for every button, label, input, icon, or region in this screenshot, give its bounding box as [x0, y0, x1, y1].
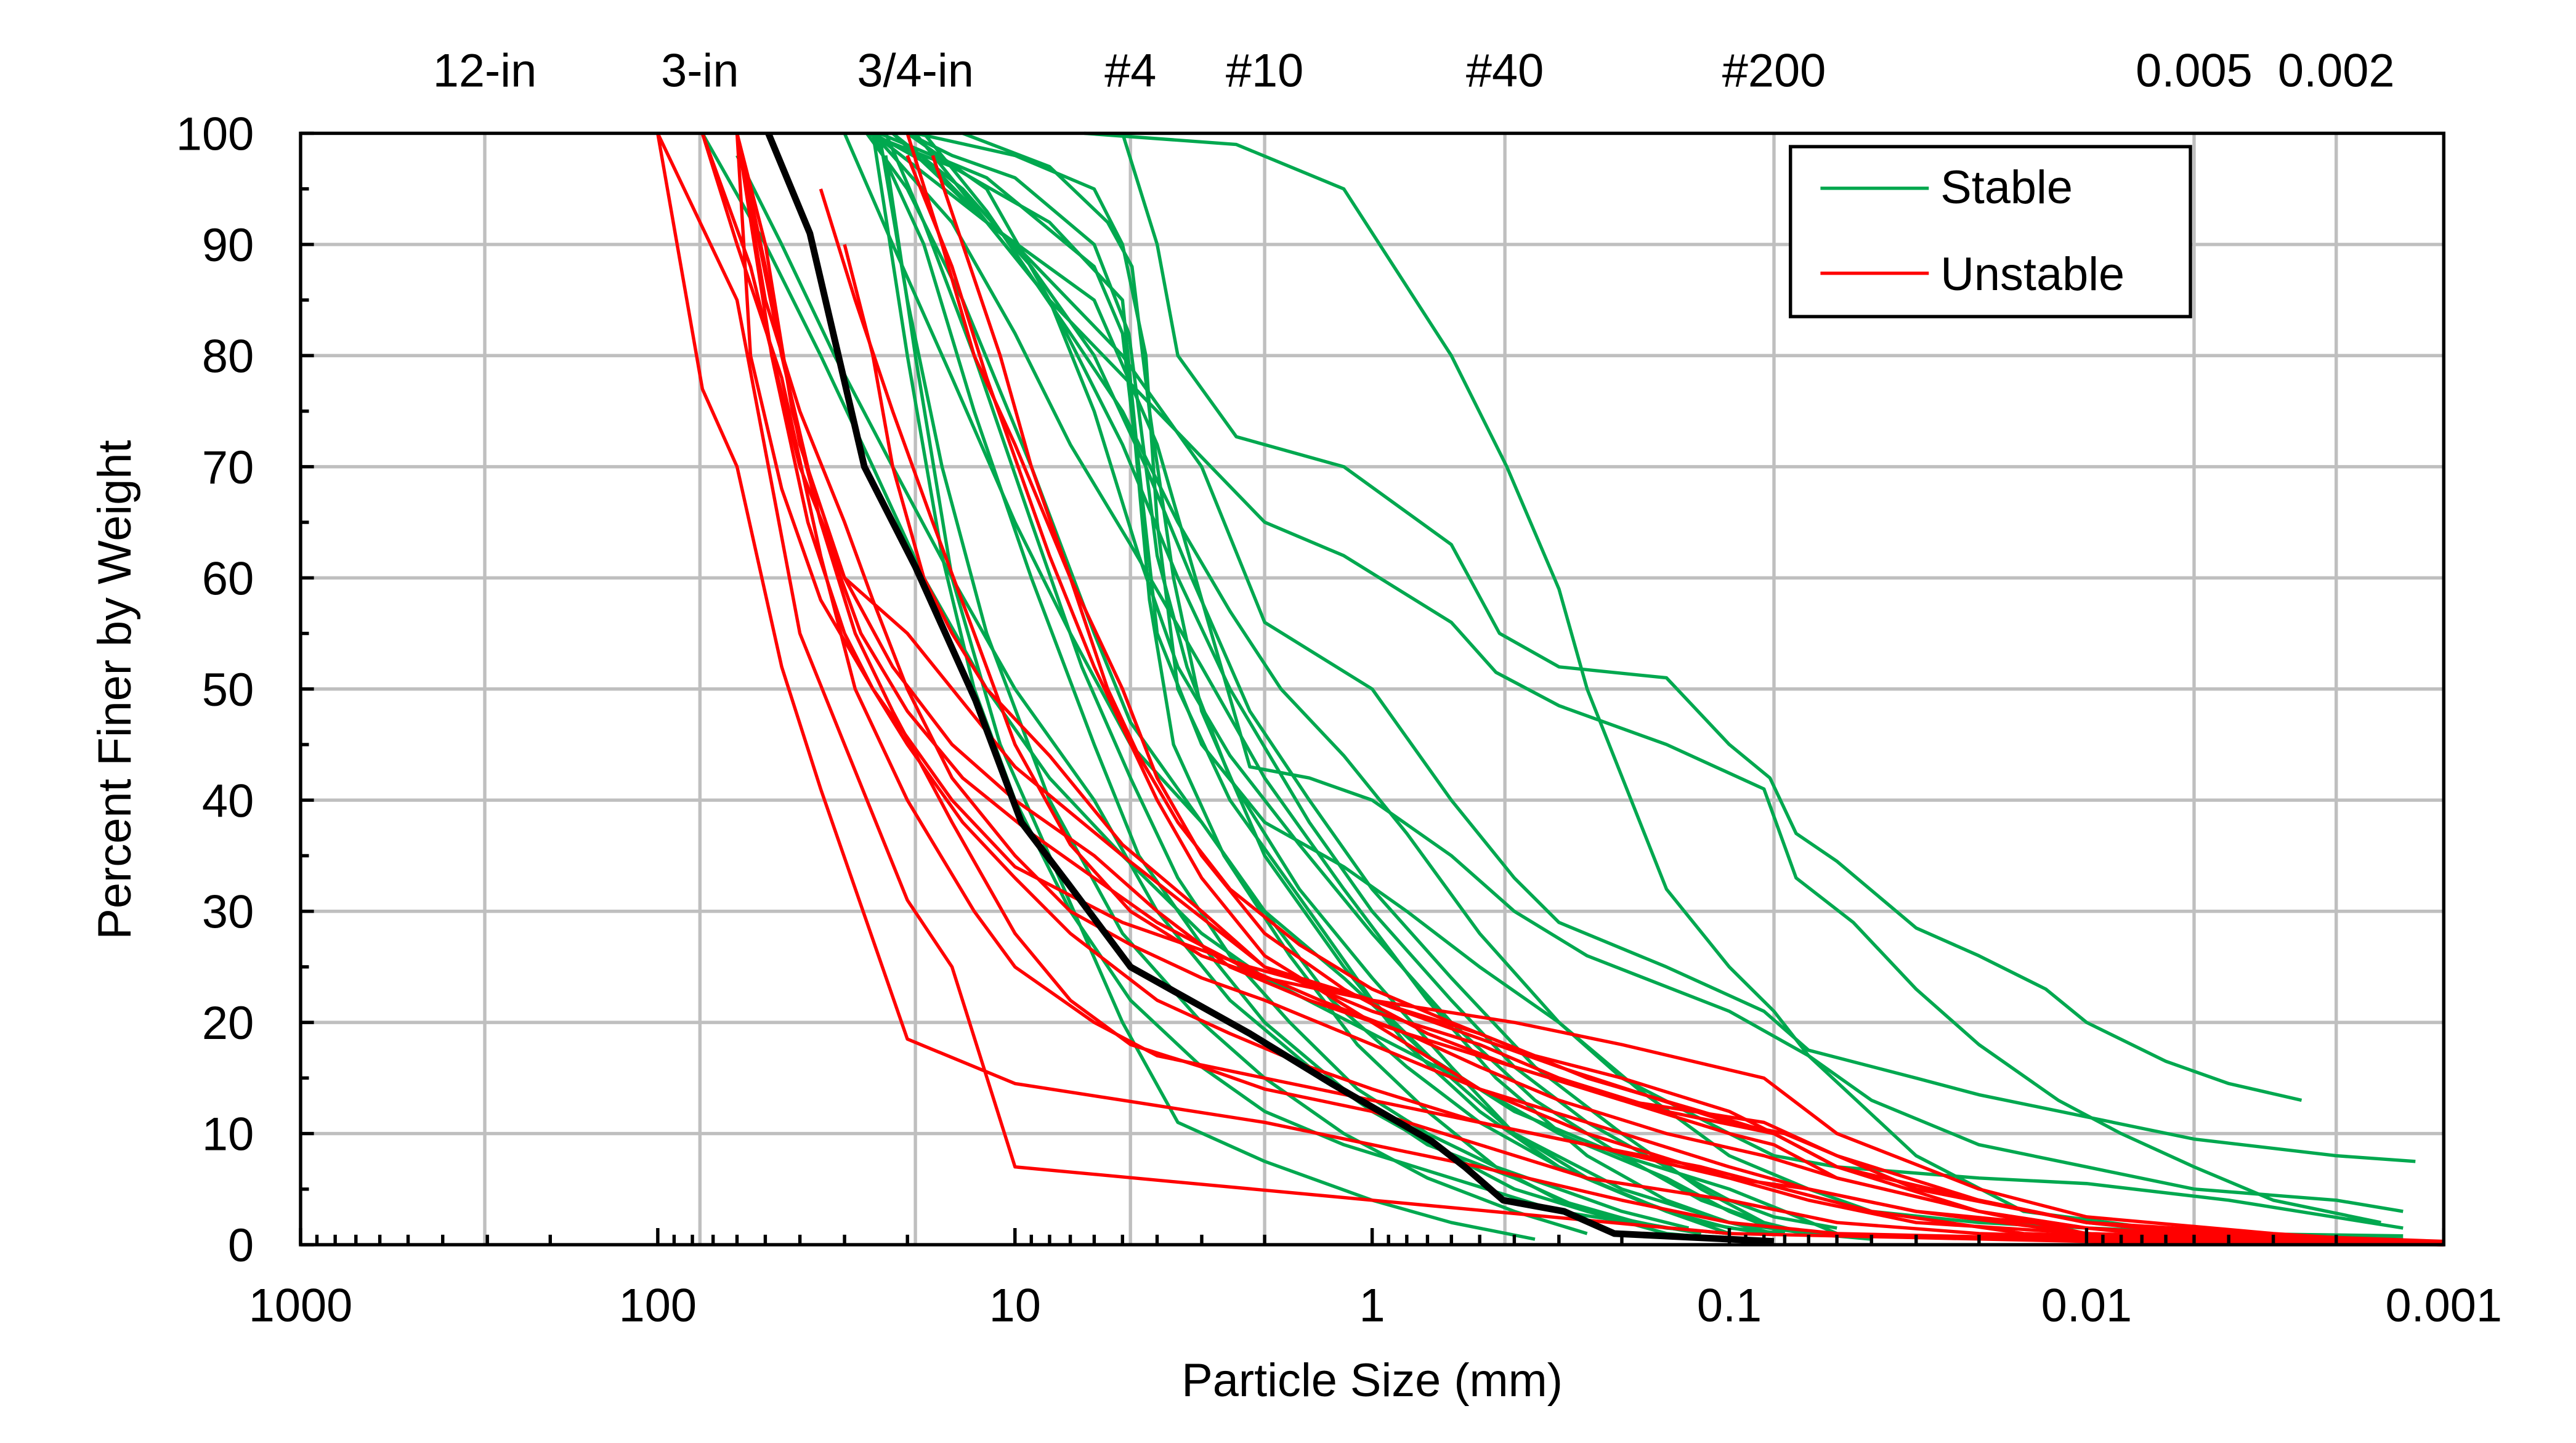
series-line-stable: [913, 132, 2381, 1224]
axes: 0 10 20 30 40 50 60 70 80 90 100 1000 100 10 1 0.1 0.01 0…: [176, 108, 2502, 1332]
y-tick-label: 10: [202, 1109, 254, 1161]
x-tick-label: 1: [1359, 1279, 1385, 1332]
series-line-unstable: [735, 132, 2444, 1247]
y-tick-label: 30: [202, 886, 254, 939]
series-line-stable: [906, 132, 1730, 1235]
y-tick-label: 40: [202, 775, 254, 827]
x-tick-label: 0.1: [1697, 1279, 1762, 1332]
y-tick-label: 50: [202, 664, 254, 716]
series-line-stable: [891, 132, 1809, 1235]
y-tick-label: 70: [202, 442, 254, 494]
x-axis-title: Particle Size (mm): [1181, 1354, 1563, 1407]
series-line-unstable: [735, 132, 2336, 1243]
series-line-stable: [877, 132, 1588, 1235]
top-axis-label: 0.005: [2136, 45, 2253, 97]
series-line-unstable: [656, 132, 2444, 1247]
series-line-stable: [700, 132, 1786, 1235]
top-axis-labels: 12-in 3-in 3/4-in #4 #10 #40 #200 0.005 0.002: [433, 45, 2395, 97]
series-line-stable: [906, 132, 1837, 1230]
y-tick-label: 90: [202, 219, 254, 272]
series-line-stable: [1120, 132, 2303, 1102]
top-axis-label: #10: [1226, 45, 1303, 97]
top-axis-label: 3-in: [661, 45, 739, 97]
series-line-stable: [865, 132, 1765, 1235]
top-axis-label: #200: [1722, 45, 1826, 97]
series-line-stable: [922, 132, 2404, 1238]
x-tick-label: 100: [619, 1279, 697, 1332]
x-tick-label: 0.01: [2041, 1279, 2132, 1332]
x-tick-label: 0.001: [2386, 1279, 2503, 1332]
y-tick-label: 100: [176, 108, 254, 160]
y-axis-title: Percent Finer by Weight: [89, 440, 141, 940]
legend-box: [1789, 145, 2192, 318]
series-line-stable: [891, 132, 2404, 1213]
series-line-stable: [735, 155, 1730, 1235]
series-line-stable: [872, 132, 1775, 1235]
series-line-highlight: [765, 132, 1775, 1245]
legend-label-unstable: Unstable: [1940, 248, 2124, 301]
y-tick-label: 80: [202, 330, 254, 382]
series-group: [656, 131, 2444, 1247]
x-tick-label: 10: [989, 1279, 1041, 1332]
legend: Stable Unstable: [1789, 145, 2192, 318]
top-axis-label: 3/4-in: [857, 45, 973, 97]
series-line-stable: [884, 155, 1536, 1241]
series-line-unstable: [931, 155, 2444, 1247]
top-axis-label: #4: [1104, 45, 1156, 97]
top-axis-label: 0.002: [2278, 45, 2395, 97]
y-tick-label: 20: [202, 997, 254, 1049]
x-tick-label: 1000: [249, 1279, 353, 1332]
series-line-stable: [915, 131, 1872, 1241]
series-line-unstable: [735, 133, 2444, 1247]
series-line-stable: [872, 132, 2416, 1163]
y-tick-label: 60: [202, 552, 254, 605]
series-line-unstable: [735, 132, 2444, 1243]
series-line-unstable: [819, 188, 2444, 1247]
y-tick-label: 0: [228, 1219, 254, 1272]
top-axis-label: #40: [1466, 45, 1544, 97]
legend-label-stable: Stable: [1940, 161, 2073, 214]
series-line-unstable: [656, 132, 2444, 1247]
top-axis-label: 12-in: [433, 45, 537, 97]
series-line-stable: [872, 132, 1765, 1224]
